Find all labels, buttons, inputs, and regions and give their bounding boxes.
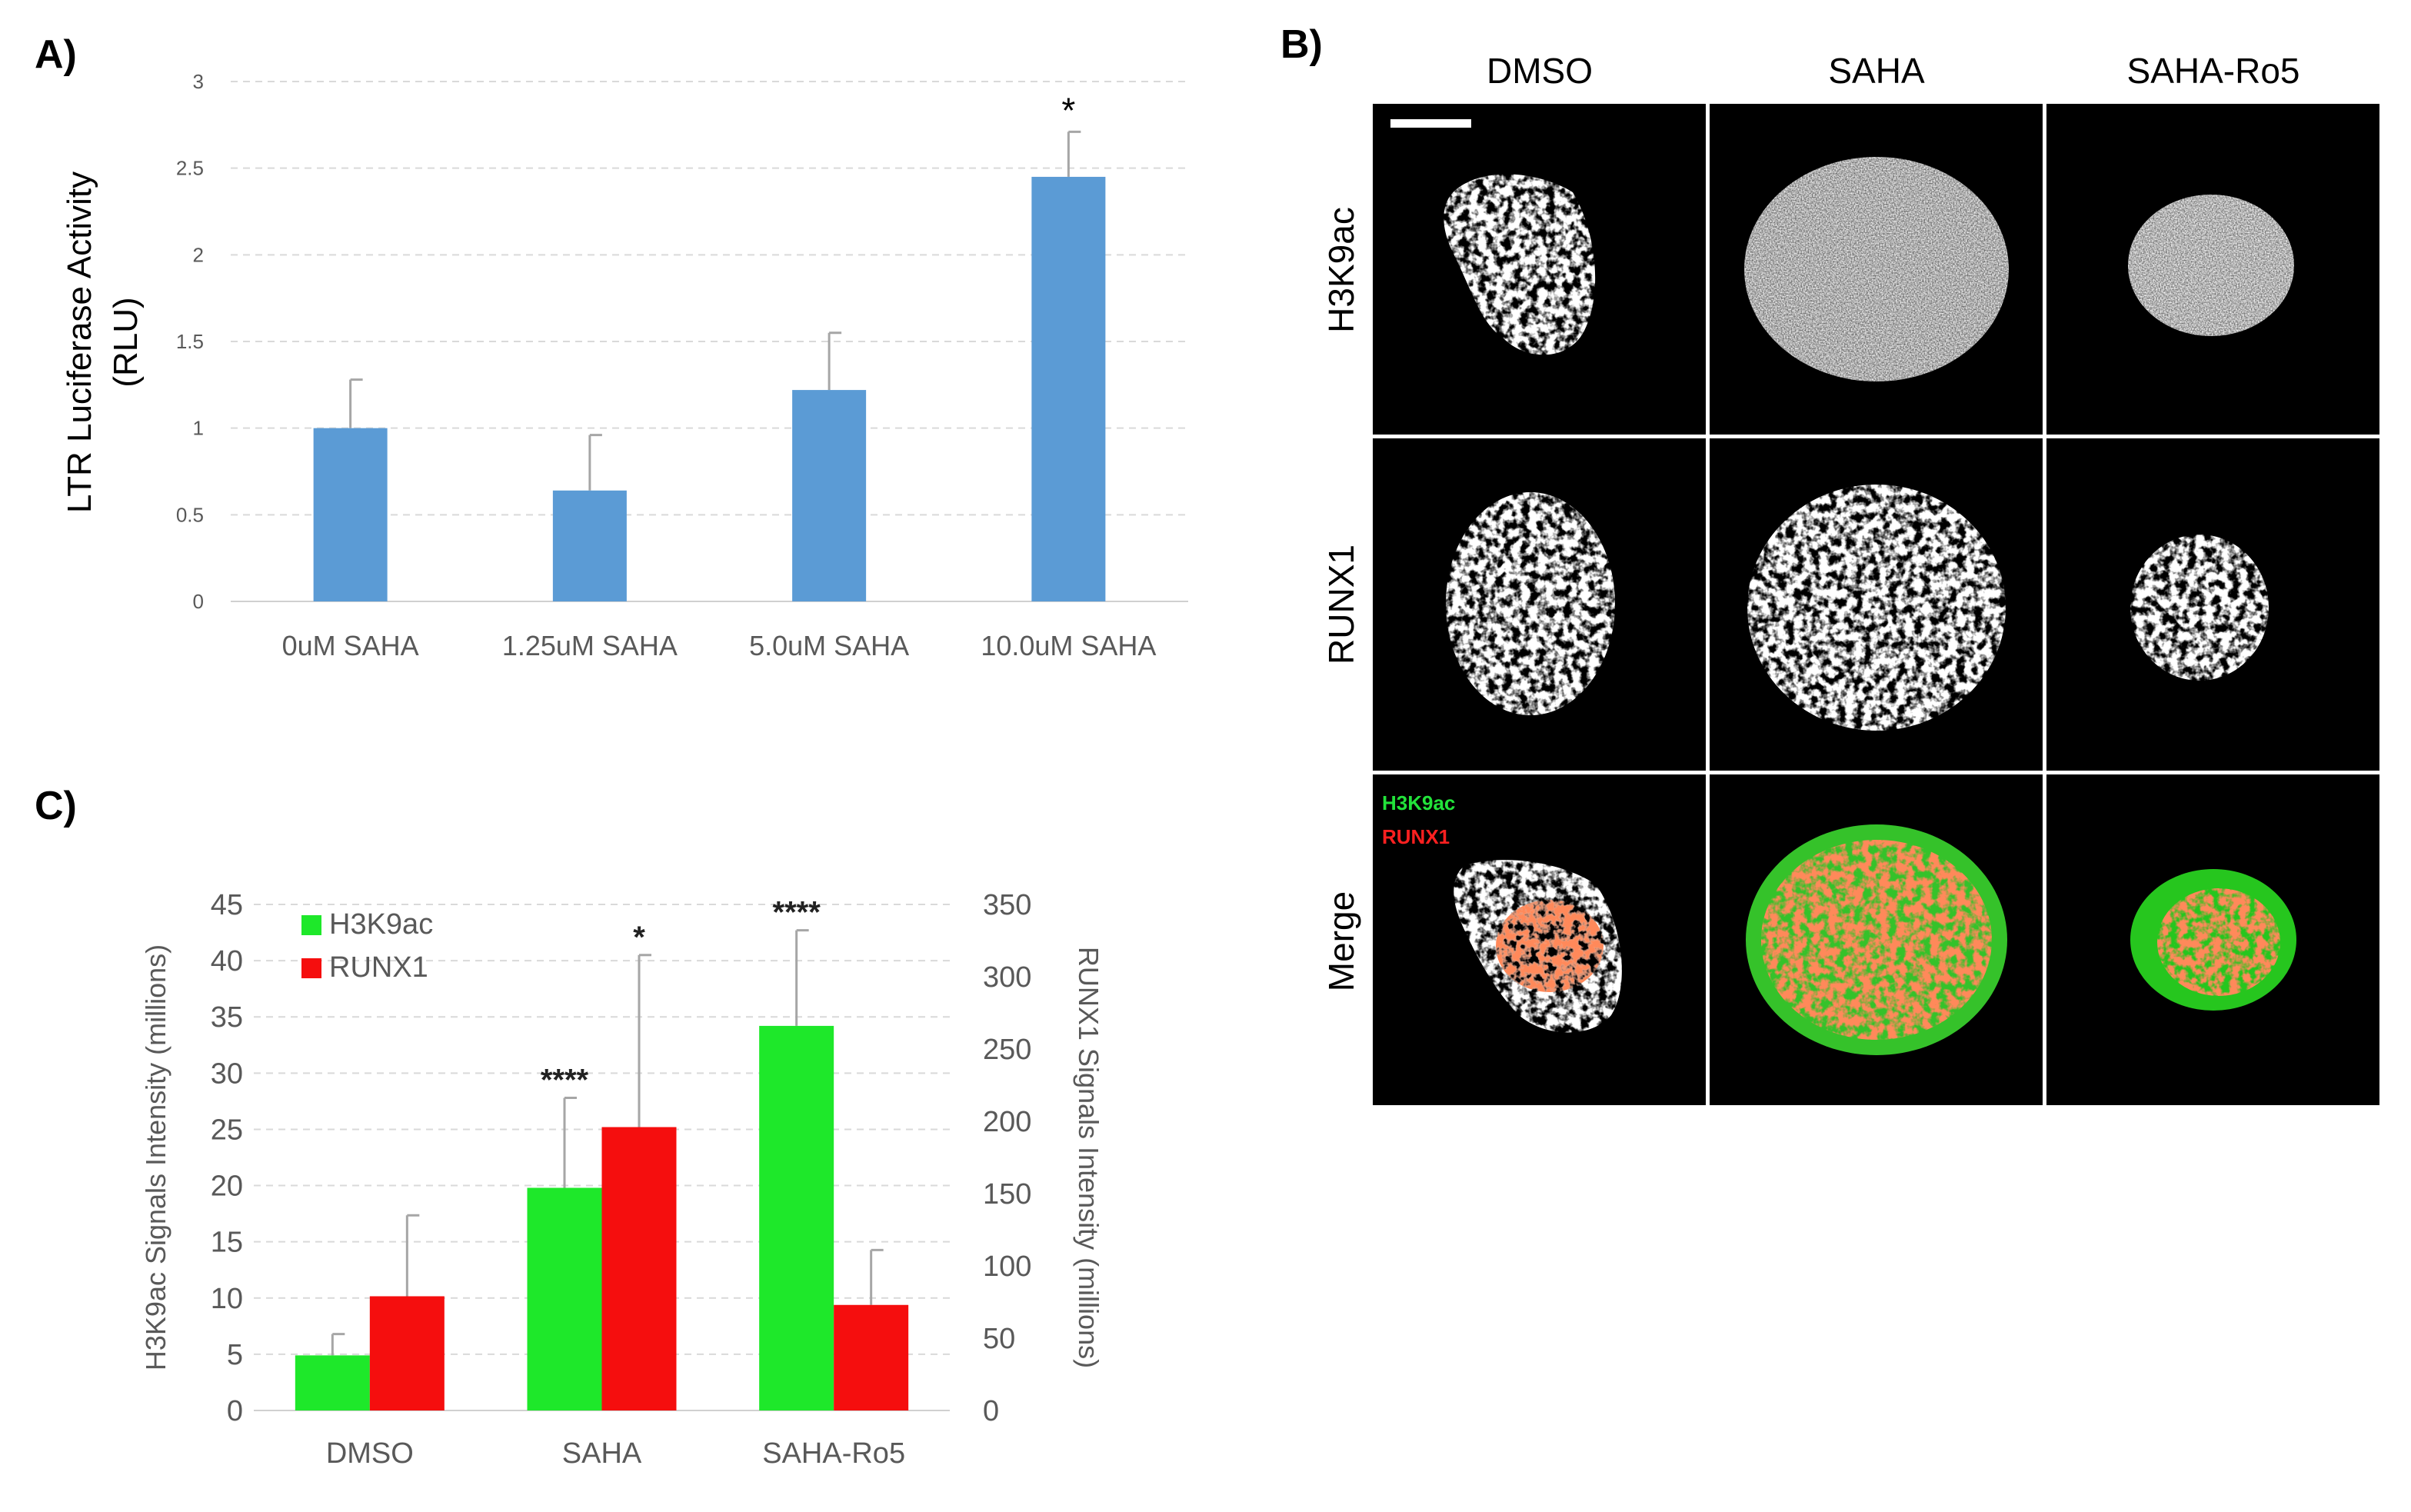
panel-c-left-axis-title-wrap: H3K9ac Signals Intensity (millions) bbox=[140, 944, 172, 1370]
panel-a-bar-10-0um-saha bbox=[1031, 176, 1106, 601]
panel-a-grid bbox=[231, 81, 1188, 602]
micrograph-merge-saha bbox=[1710, 774, 2043, 1105]
panel-c-label: C) bbox=[35, 784, 77, 828]
panel-c-bar-h3k9ac-saha-ro5 bbox=[759, 1025, 834, 1410]
row-label-merge-wrap: Merge bbox=[1321, 891, 1361, 991]
row-label-runx1: RUNX1 bbox=[1321, 545, 1361, 664]
panel-c-right-axis-title-wrap: RUNX1 Signals Intensity (millions) bbox=[1073, 947, 1104, 1368]
panel-a-x-tick-label: 0uM SAHA bbox=[282, 630, 419, 661]
panel-c-significance-h3k9ac-saha: **** bbox=[541, 1064, 589, 1097]
panel-a-y-tick-label: 3 bbox=[193, 70, 204, 93]
merge-legend-h3k9ac: H3K9ac bbox=[1382, 791, 1455, 814]
panel-c-bar-h3k9ac-saha bbox=[527, 1187, 602, 1410]
panel-c-left-y-tick-label: 40 bbox=[211, 945, 243, 977]
panel-a-y-tick-label: 2.5 bbox=[176, 157, 204, 180]
panel-c-bar-h3k9ac-dmso bbox=[295, 1355, 370, 1410]
panel-c-legend-label-runx1: RUNX1 bbox=[329, 951, 428, 984]
panel-a-bar-5-0um-saha bbox=[792, 390, 867, 601]
panel-c-x-ticks: DMSO SAHA SAHA-Ro5 bbox=[326, 1437, 905, 1470]
panel-a-significance-10-0um-saha: * bbox=[1061, 90, 1075, 130]
panel-a-y-tick-label: 0 bbox=[193, 590, 204, 613]
panel-c-bar-runx1-dmso bbox=[369, 1296, 445, 1410]
panel-a-bars: * bbox=[313, 90, 1106, 601]
panel-c-left-y-tick-label: 25 bbox=[211, 1114, 243, 1146]
panel-a: A) 0 0.5 1 1.5 2 2.5 3 * 0uM SAHA 1.25uM SAHA 5.… bbox=[35, 32, 1188, 661]
merge-legend-runx1: RUNX1 bbox=[1382, 825, 1450, 848]
micrograph-h3k9ac-dmso bbox=[1373, 104, 1706, 435]
panel-c-legend-swatch-h3k9ac bbox=[301, 915, 321, 935]
panel-a-ylabel-line2: (RLU) bbox=[107, 297, 145, 387]
panel-c: C) 0 5 10 15 20 25 30 35 40 45 0 50 100 150 200 250 300… bbox=[35, 784, 1104, 1470]
panel-a-bar-0um-saha bbox=[313, 428, 388, 601]
panel-c-left-y-tick-label: 35 bbox=[211, 1001, 243, 1034]
panel-c-legend-label-h3k9ac: H3K9ac bbox=[329, 908, 433, 941]
panel-a-y-tick-label: 1.5 bbox=[176, 330, 204, 353]
scale-bar bbox=[1390, 119, 1471, 128]
panel-c-right-axis-title: RUNX1 Signals Intensity (millions) bbox=[1073, 947, 1104, 1368]
column-label-saha: SAHA bbox=[1828, 51, 1925, 91]
micrograph-merge-saha-ro5 bbox=[2046, 774, 2379, 1105]
panel-c-right-y-tick-label: 300 bbox=[983, 961, 1031, 994]
panel-c-right-y-tick-label: 200 bbox=[983, 1106, 1031, 1138]
panel-c-legend: H3K9ac RUNX1 bbox=[301, 908, 433, 984]
panel-c-legend-swatch-runx1 bbox=[301, 958, 321, 978]
row-label-merge: Merge bbox=[1321, 891, 1361, 991]
panel-a-x-ticks: 0uM SAHA 1.25uM SAHA 5.0uM SAHA 10.0uM SAHA bbox=[282, 630, 1157, 661]
panel-c-right-y-tick-label: 350 bbox=[983, 889, 1031, 921]
column-label-dmso: DMSO bbox=[1487, 51, 1593, 91]
panel-c-right-y-tick-label: 150 bbox=[983, 1178, 1031, 1211]
panel-c-bars: ********* bbox=[295, 896, 909, 1410]
panel-c-right-y-tick-label: 250 bbox=[983, 1034, 1031, 1066]
panel-a-ylabel-line1: LTR Luciferase Activity bbox=[61, 172, 98, 513]
panel-c-left-y-ticks: 0 5 10 15 20 25 30 35 40 45 bbox=[211, 889, 243, 1427]
panel-c-left-y-tick-label: 5 bbox=[227, 1339, 243, 1371]
panel-c-right-y-ticks: 0 50 100 150 200 250 300 350 bbox=[983, 889, 1031, 1427]
micrograph-runx1-dmso bbox=[1373, 438, 1706, 771]
panel-c-x-tick-label: SAHA-Ro5 bbox=[762, 1437, 905, 1470]
micrograph-h3k9ac-saha bbox=[1710, 104, 2043, 435]
panel-b-label: B) bbox=[1280, 22, 1323, 67]
panel-a-y-tick-label: 0.5 bbox=[176, 503, 204, 526]
panel-a-y-ticks: 0 0.5 1 1.5 2 2.5 3 bbox=[176, 70, 204, 613]
panel-c-bar-runx1-saha-ro5 bbox=[834, 1304, 909, 1410]
panel-c-left-y-tick-label: 20 bbox=[211, 1171, 243, 1203]
micrograph-h3k9ac-saha-ro5 bbox=[2046, 104, 2379, 435]
micrograph-runx1-saha-ro5 bbox=[2046, 438, 2379, 771]
panel-c-left-axis-title: H3K9ac Signals Intensity (millions) bbox=[140, 944, 172, 1370]
panel-c-significance-runx1-saha: * bbox=[633, 921, 645, 954]
panel-c-left-y-tick-label: 30 bbox=[211, 1057, 243, 1090]
panel-c-significance-h3k9ac-saha-ro5: **** bbox=[773, 896, 821, 930]
panel-c-left-y-tick-label: 45 bbox=[211, 889, 243, 921]
row-label-runx1-wrap: RUNX1 bbox=[1321, 545, 1361, 664]
panel-a-y-tick-label: 1 bbox=[193, 417, 204, 440]
panel-c-right-y-tick-label: 50 bbox=[983, 1323, 1015, 1355]
micrograph-runx1-saha bbox=[1710, 438, 2043, 771]
row-label-h3k9ac-wrap: H3K9ac bbox=[1321, 207, 1361, 333]
panel-c-x-tick-label: SAHA bbox=[562, 1437, 642, 1470]
panel-a-y-axis-title: LTR Luciferase Activity (RLU) bbox=[61, 172, 145, 513]
panel-a-y-tick-label: 2 bbox=[193, 243, 204, 266]
panel-a-x-tick-label: 5.0uM SAHA bbox=[749, 630, 909, 661]
panel-a-x-tick-label: 10.0uM SAHA bbox=[981, 630, 1156, 661]
panel-c-right-y-tick-label: 0 bbox=[983, 1395, 999, 1427]
panel-c-right-y-tick-label: 100 bbox=[983, 1251, 1031, 1283]
panel-c-bar-runx1-saha bbox=[601, 1127, 677, 1410]
panel-b: B) DMSO SAHA SAHA-Ro5 H3K9ac RUNX1 Merge bbox=[1280, 22, 2379, 1105]
micrograph-merge-dmso: H3K9ac RUNX1 bbox=[1373, 774, 1706, 1105]
panel-c-left-y-tick-label: 0 bbox=[227, 1395, 243, 1427]
panel-c-left-y-tick-label: 15 bbox=[211, 1227, 243, 1259]
panel-c-x-tick-label: DMSO bbox=[326, 1437, 414, 1470]
panel-c-left-y-tick-label: 10 bbox=[211, 1283, 243, 1315]
row-label-h3k9ac: H3K9ac bbox=[1321, 207, 1361, 333]
panel-a-bar-1-25um-saha bbox=[552, 490, 627, 601]
panel-a-label: A) bbox=[35, 32, 77, 77]
column-label-saha-ro5: SAHA-Ro5 bbox=[2127, 51, 2300, 91]
panel-a-x-tick-label: 1.25uM SAHA bbox=[502, 630, 678, 661]
